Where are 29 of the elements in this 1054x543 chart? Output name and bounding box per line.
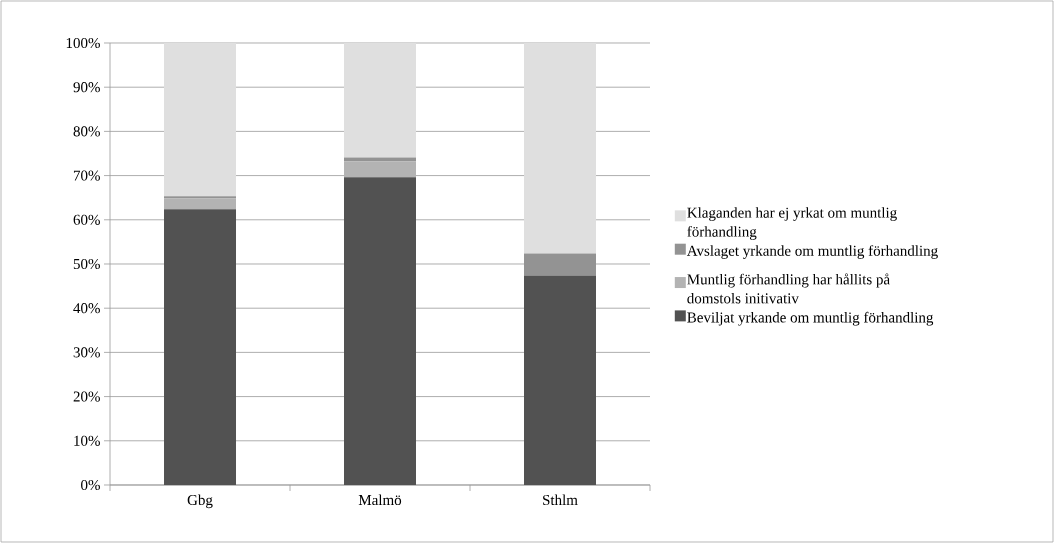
- legend-label: Muntlig förhandling har hållits på domstols initivativ: [687, 273, 890, 304]
- y-tick-label: 100%: [66, 37, 100, 49]
- bar: [344, 161, 416, 178]
- y-tick-label: 70%: [73, 170, 100, 181]
- y-tick-label: 80%: [73, 126, 100, 137]
- bar: [164, 196, 237, 199]
- bar: [344, 177, 416, 485]
- x-tick-label: Sthlm: [543, 494, 578, 506]
- y-tick-label: 20%: [73, 391, 100, 402]
- y-tick-label: 0%: [81, 479, 100, 491]
- bar: [524, 253, 596, 276]
- y-tick-label: 90%: [73, 82, 100, 93]
- bar: [164, 198, 237, 210]
- bar: [344, 157, 416, 162]
- bar: [164, 42, 237, 197]
- y-tick-label: 40%: [73, 303, 100, 314]
- legend-label: Klaganden har ej yrkat om muntlig förhandling: [687, 207, 897, 240]
- y-tick-label: 50%: [73, 258, 100, 270]
- x-tick-label: Gbg: [187, 494, 213, 509]
- bar: [164, 209, 237, 485]
- bar: [344, 42, 416, 158]
- y-tick-label: 10%: [74, 435, 100, 446]
- y-tick-label: 30%: [73, 347, 100, 358]
- legend-label: Avslaget yrkande om muntlig förhandling: [686, 245, 938, 259]
- legend-label: Beviljat yrkande om muntlig förhandling: [687, 311, 934, 326]
- y-tick-label: 60%: [73, 214, 100, 225]
- x-tick-label: Malmö: [358, 494, 402, 506]
- bar: [524, 42, 596, 254]
- bar: [524, 275, 596, 485]
